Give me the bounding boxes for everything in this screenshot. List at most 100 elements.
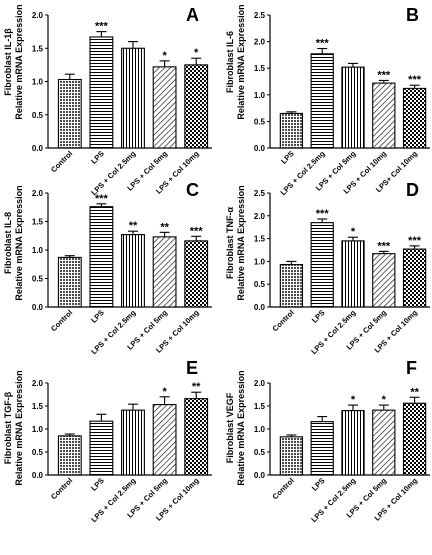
panel-f: F Fibroblast VEGF Relative mRNA Expressi… (225, 358, 430, 524)
panel-a-x-tick-label: LPS (89, 149, 106, 166)
panel-a-y-tick-label: 0.5 (32, 111, 44, 120)
panel-b-y-tick-label: 0.0 (254, 144, 266, 153)
panel-b-y-tick-label: 1.0 (254, 91, 266, 100)
panel-e-significance-label: ** (192, 381, 201, 393)
panel-a-significance-label: *** (95, 21, 109, 33)
panel-c-letter: C (186, 180, 199, 200)
panel-e: E Fibroblast TGF-β Relative mRNA Express… (3, 358, 212, 524)
panel-a-bar (89, 36, 114, 149)
panel-f-y-tick-label: 0.0 (254, 471, 266, 480)
panel-d-y-tick-label: 1.5 (254, 235, 266, 244)
panel-a-bar (57, 78, 82, 149)
panel-c-bar (184, 240, 209, 308)
panel-d-bar (279, 264, 304, 308)
panel-c-bar (57, 256, 82, 308)
panel-c-significance-label: ** (129, 220, 138, 232)
panel-b-ylabel-line1: Fibroblast IL-6 (225, 31, 235, 93)
panel-c-significance-label: ** (160, 221, 169, 233)
panel-b-letter: B (406, 5, 419, 25)
panel-f-ylabel-line1: Fibroblast VEGF (225, 392, 235, 463)
panel-f-bar (279, 436, 304, 476)
panel-e-x-tick-label: Control (49, 476, 74, 501)
panel-a-bar (152, 66, 177, 149)
panel-b-significance-label: *** (408, 74, 422, 86)
panel-e-bar (152, 404, 177, 476)
panel-f-bar (402, 402, 427, 476)
panel-a-bar (121, 47, 145, 149)
panel-f-significance-label: * (351, 394, 356, 406)
panel-d-ylabel-line2: Relative mRNA Expression (236, 185, 246, 300)
panel-b-bar (279, 112, 304, 149)
panel-d-ylabel-line1: Fibroblast TNF-α (225, 207, 235, 279)
panel-c-bar (89, 206, 114, 308)
panel-e-y-tick-label: 0.0 (32, 471, 44, 480)
panel-e-y-tick-label: 0.5 (32, 448, 44, 457)
panel-a-x-tick-label: Control (49, 149, 74, 174)
panel-b: B Fibroblast IL-6 Relative mRNA Expressi… (225, 4, 430, 197)
panel-d-y-tick-label: 0.0 (254, 303, 266, 312)
panel-b-bar (310, 53, 334, 149)
panel-c-x-tick-label: LPS (89, 308, 106, 325)
panel-d-significance-label: * (351, 226, 356, 238)
panel-f-bar (310, 421, 334, 476)
panel-e-y-tick-label: 2.0 (32, 379, 44, 388)
panel-e-y-tick-label: 1.5 (32, 402, 44, 411)
panel-c-ylabel-line2: Relative mRNA Expression (14, 185, 24, 300)
panel-f-significance-label: * (382, 394, 387, 406)
panel-f-letter: F (406, 358, 417, 378)
panel-d-bar (372, 253, 396, 308)
panel-d-x-tick-label: LPS (310, 308, 327, 325)
panel-d-y-tick-label: 2.0 (254, 212, 266, 221)
panel-f-significance-label: ** (410, 386, 419, 398)
panel-d-significance-label: *** (377, 240, 391, 252)
panel-a-ylabel-line1: Fibroblast IL-1β (3, 28, 13, 96)
panel-d-x-tick-label: Control (271, 308, 296, 333)
panel-c-bar (152, 236, 177, 308)
panel-c-bar (121, 234, 145, 308)
panel-f-y-tick-label: 1.5 (254, 402, 266, 411)
panel-b-x-tick-label: LPS (279, 149, 296, 166)
panel-a-significance-label: * (194, 47, 199, 59)
panel-b-bar (402, 87, 427, 149)
panel-e-y-tick-label: 1.0 (32, 425, 44, 434)
panel-b-y-tick-label: 1.5 (254, 64, 266, 73)
panel-c-y-tick-label: 0.5 (32, 275, 44, 284)
panel-f-y-tick-label: 0.5 (254, 448, 266, 457)
panel-f-x-tick-label: LPS (310, 476, 327, 493)
panel-a-bar (184, 64, 209, 149)
panel-b-significance-label: *** (316, 38, 330, 50)
panel-e-ylabel-line2: Relative mRNA Expression (14, 370, 24, 485)
panel-f-y-tick-label: 2.0 (254, 379, 266, 388)
panel-a-y-tick-label: 2.0 (32, 11, 44, 20)
panel-b-significance-label: *** (377, 69, 391, 81)
panel-b-ylabel-line2: Relative mRNA Expression (236, 4, 246, 119)
panel-b-bar (372, 82, 396, 149)
panel-d-significance-label: *** (316, 208, 330, 220)
panel-d-y-tick-label: 0.5 (254, 280, 266, 289)
panel-e-x-tick-label: LPS (89, 476, 106, 493)
panel-f-ylabel-line2: Relative mRNA Expression (236, 370, 246, 485)
panel-e-bar (121, 409, 145, 476)
panel-b-y-tick-label: 0.5 (254, 117, 266, 126)
panel-b-y-tick-label: 2.0 (254, 38, 266, 47)
panel-e-bar (184, 398, 209, 476)
panel-b-y-tick-label: 2.5 (254, 11, 266, 20)
panel-b-bar (341, 66, 365, 149)
panel-f-x-tick-label: Control (271, 476, 296, 501)
panel-e-bar (57, 435, 82, 476)
panel-e-ylabel-line1: Fibroblast TGF-β (3, 391, 13, 464)
panel-c-y-tick-label: 1.0 (32, 246, 44, 255)
panel-d-y-tick-label: 2.5 (254, 189, 266, 198)
panel-d-letter: D (406, 180, 419, 200)
panel-c-ylabel-line1: Fibroblast IL-8 (3, 212, 13, 274)
panel-e-bar (89, 420, 114, 476)
panel-a-y-tick-label: 1.0 (32, 78, 44, 87)
panel-d-y-tick-label: 1.0 (254, 257, 266, 266)
panel-f-bar (372, 409, 396, 476)
panel-e-significance-label: * (162, 386, 167, 398)
panel-d-significance-label: *** (408, 235, 422, 247)
panel-f-y-tick-label: 1.0 (254, 425, 266, 434)
panel-d-bar (402, 248, 427, 308)
